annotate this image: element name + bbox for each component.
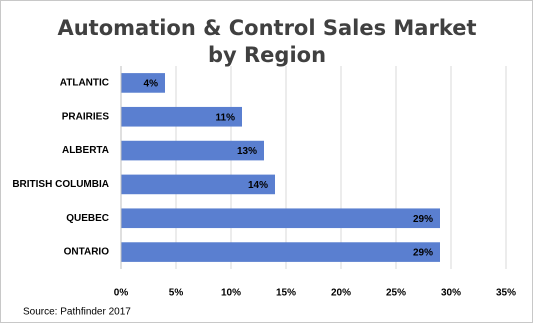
y-tick-label: QUEBEC xyxy=(66,213,109,224)
bar xyxy=(121,73,165,93)
x-tick-label: 35% xyxy=(496,288,516,299)
x-tick-label: 0% xyxy=(114,288,129,299)
data-label: 11% xyxy=(216,112,236,123)
bar xyxy=(121,208,440,229)
bar xyxy=(121,140,264,161)
data-label: 4% xyxy=(144,79,159,90)
bar xyxy=(121,242,440,262)
bar xyxy=(121,174,275,195)
source-note: Source: Pathfinder 2017 xyxy=(23,307,131,318)
chart-title: Automation & Control Sales Market by Reg… xyxy=(57,16,477,67)
x-tick-label: 30% xyxy=(441,288,461,299)
x-tick-label: 15% xyxy=(276,288,296,299)
y-tick-label: ATLANTIC xyxy=(60,78,109,89)
y-tick-label: BRITISH COLUMBIA xyxy=(12,179,109,190)
y-tick-label: ALBERTA xyxy=(62,145,109,156)
x-tick-label: 25% xyxy=(386,288,406,299)
x-tick-label: 5% xyxy=(169,288,184,299)
y-tick-label: PRAIRIES xyxy=(62,111,110,122)
bar xyxy=(121,106,242,127)
data-label: 29% xyxy=(413,248,433,259)
data-label: 29% xyxy=(413,214,433,225)
data-label: 14% xyxy=(248,180,268,191)
y-tick-label: ONTARIO xyxy=(64,247,110,258)
x-tick-label: 10% xyxy=(221,288,241,299)
data-label: 13% xyxy=(237,146,257,157)
x-tick-label: 20% xyxy=(331,288,351,299)
